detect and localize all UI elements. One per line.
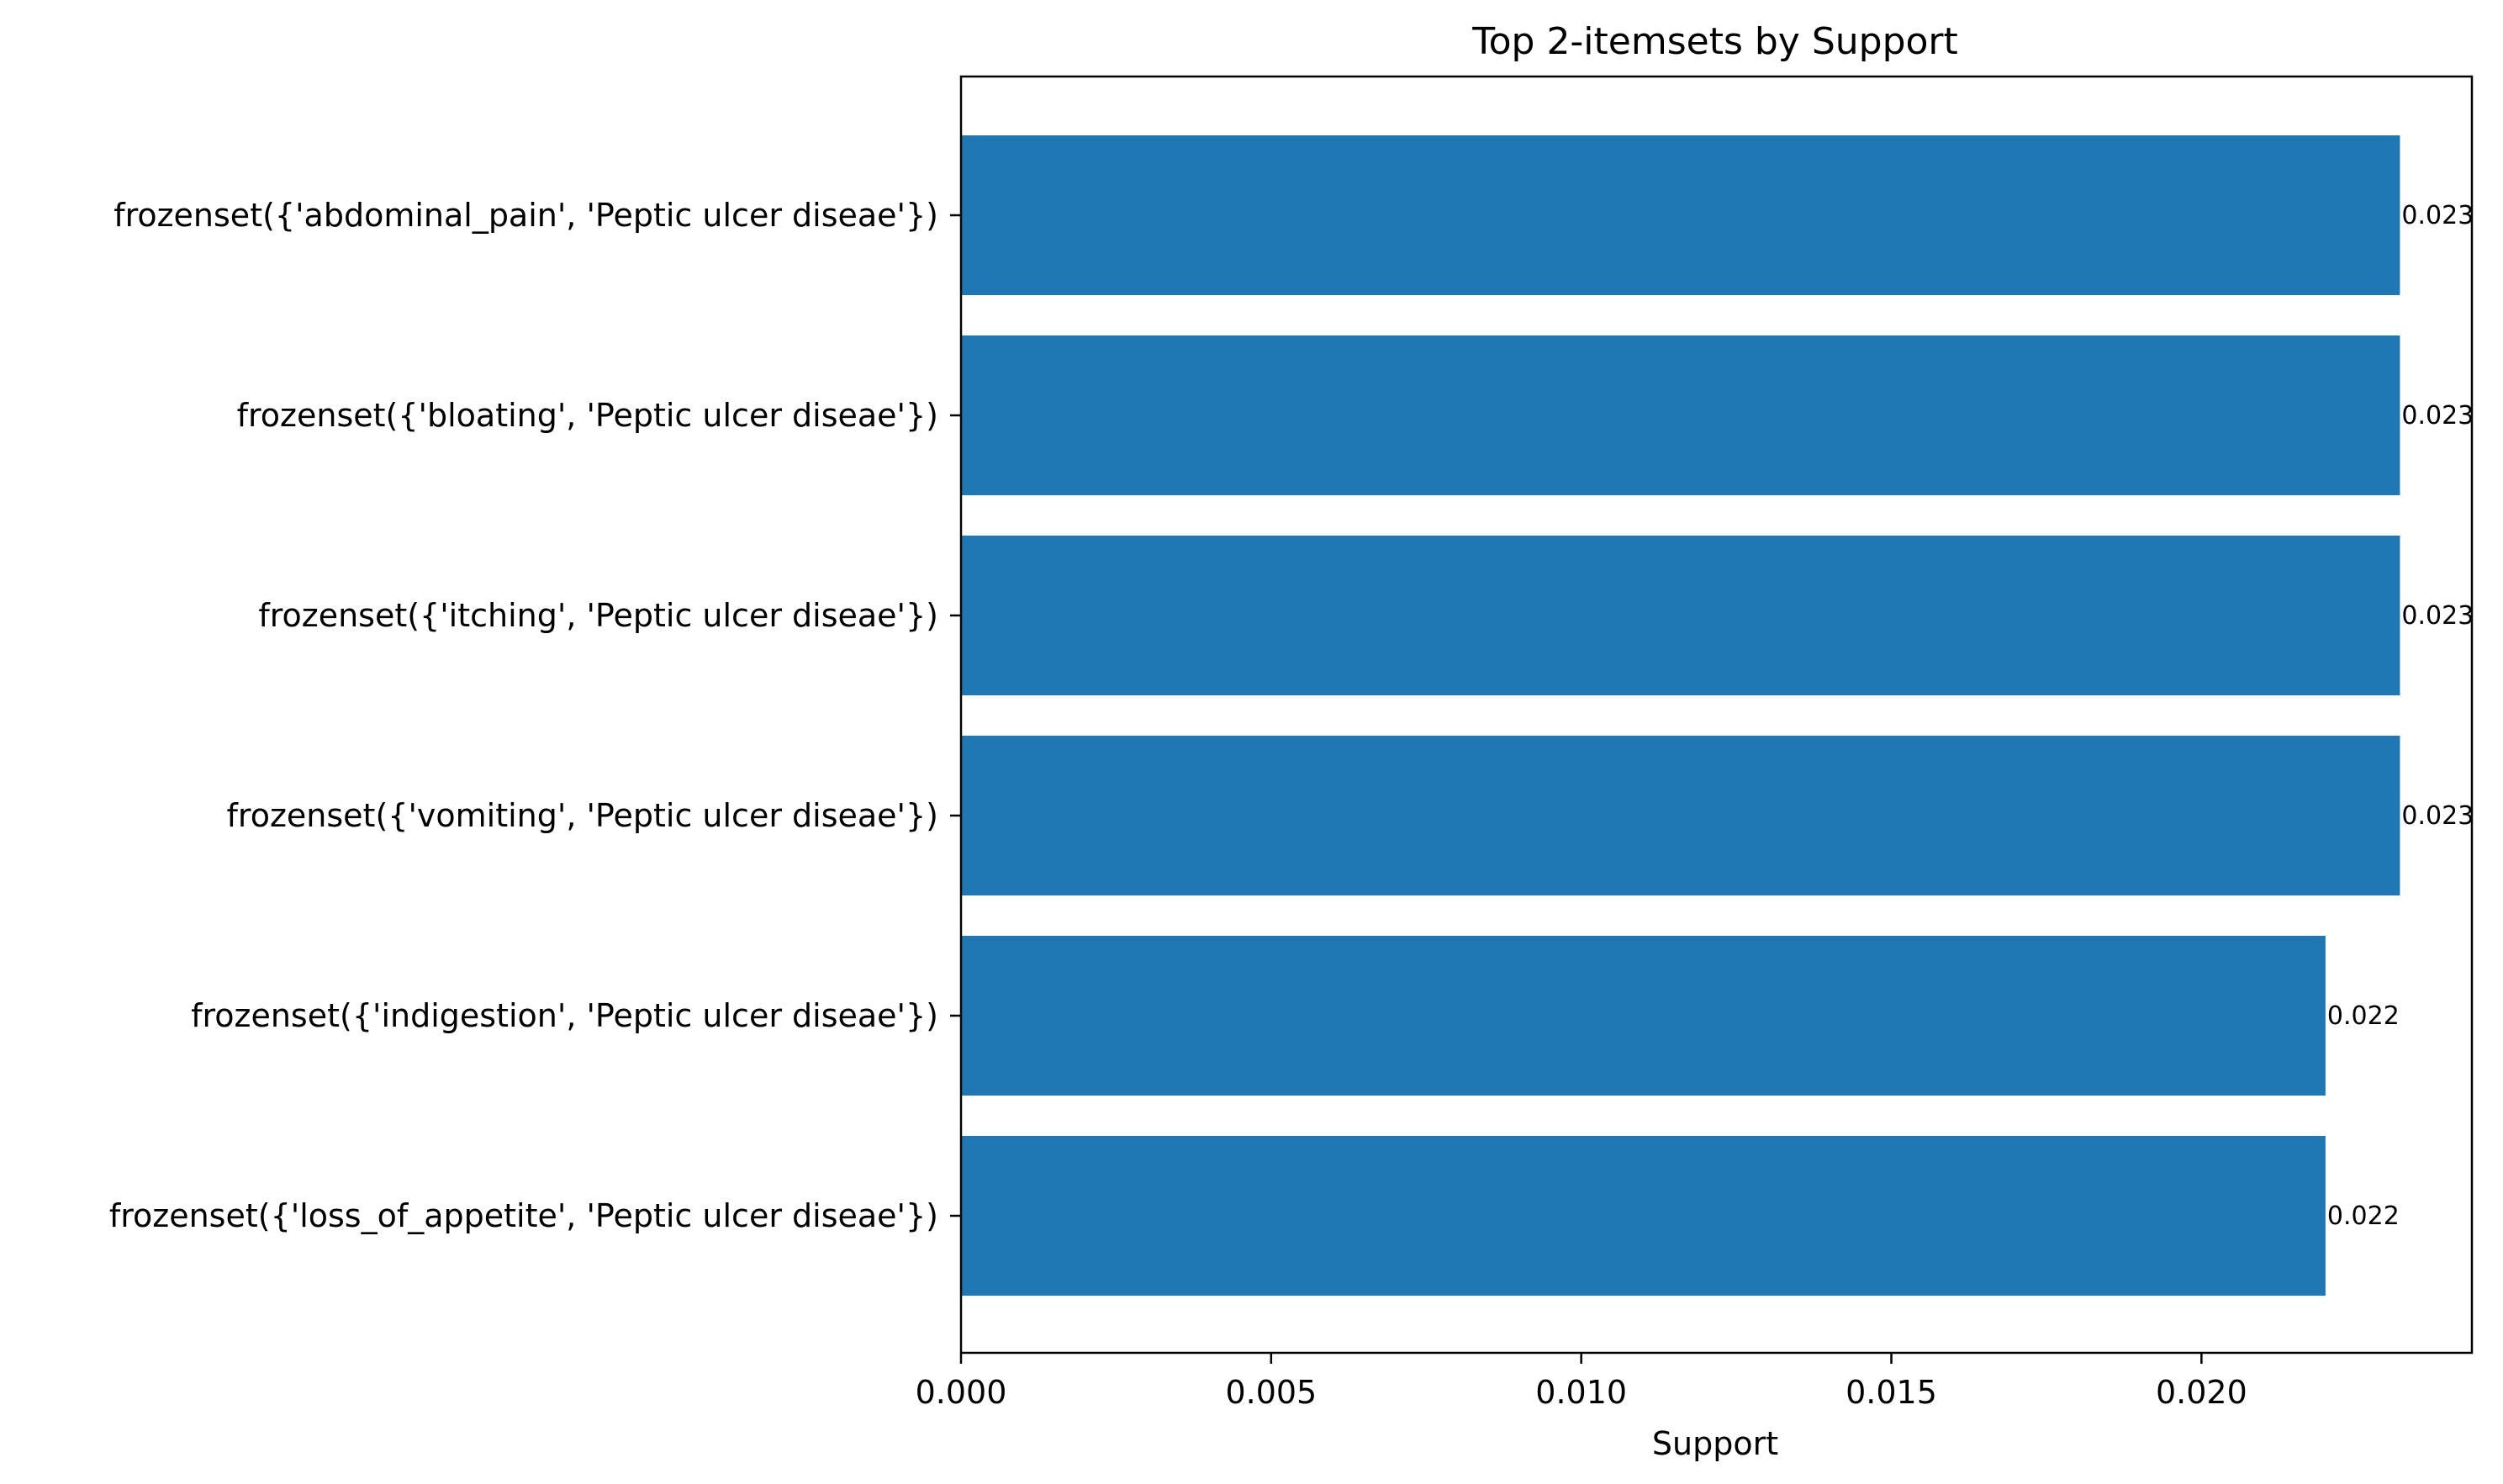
y-tick-label: frozenset({'abdominal_pain', 'Peptic ulc… (114, 197, 938, 234)
y-tick-label: frozenset({'itching', 'Peptic ulcer dise… (258, 597, 938, 634)
bar-value-label: 0.023 (2401, 601, 2474, 631)
x-tick-label: 0.000 (916, 1374, 1007, 1411)
bar (961, 335, 2400, 495)
x-tick-label: 0.005 (1225, 1374, 1317, 1411)
bar-value-label: 0.023 (2401, 401, 2474, 430)
y-tick-label: frozenset({'loss_of_appetite', 'Peptic u… (109, 1197, 938, 1234)
x-axis: 0.000 0.005 0.010 0.015 0.020 (916, 1353, 2247, 1411)
bar-value-label: 0.023 (2401, 201, 2474, 230)
x-axis-label: Support (1652, 1425, 1778, 1462)
bar-value-label: 0.022 (2327, 1001, 2400, 1031)
bar-value-label: 0.022 (2327, 1201, 2400, 1231)
x-tick-label: 0.020 (2156, 1374, 2247, 1411)
bars-layer: 0.023 0.023 0.023 0.023 0.022 0.022 (961, 135, 2474, 1296)
bar (961, 1136, 2326, 1296)
bar (961, 936, 2326, 1096)
y-axis: frozenset({'abdominal_pain', 'Peptic ulc… (109, 197, 961, 1234)
x-tick-label: 0.010 (1535, 1374, 1627, 1411)
y-tick-label: frozenset({'bloating', 'Peptic ulcer dis… (237, 397, 938, 434)
bar-value-label: 0.023 (2401, 801, 2474, 831)
chart-title: Top 2-itemsets by Support (1471, 20, 1958, 63)
bar (961, 536, 2400, 695)
y-tick-label: frozenset({'vomiting', 'Peptic ulcer dis… (227, 797, 938, 834)
x-tick-label: 0.015 (1846, 1374, 1937, 1411)
bar (961, 736, 2400, 895)
plot-frame (959, 75, 2474, 1355)
y-tick-label: frozenset({'indigestion', 'Peptic ulcer … (191, 997, 938, 1034)
bar (961, 135, 2400, 295)
